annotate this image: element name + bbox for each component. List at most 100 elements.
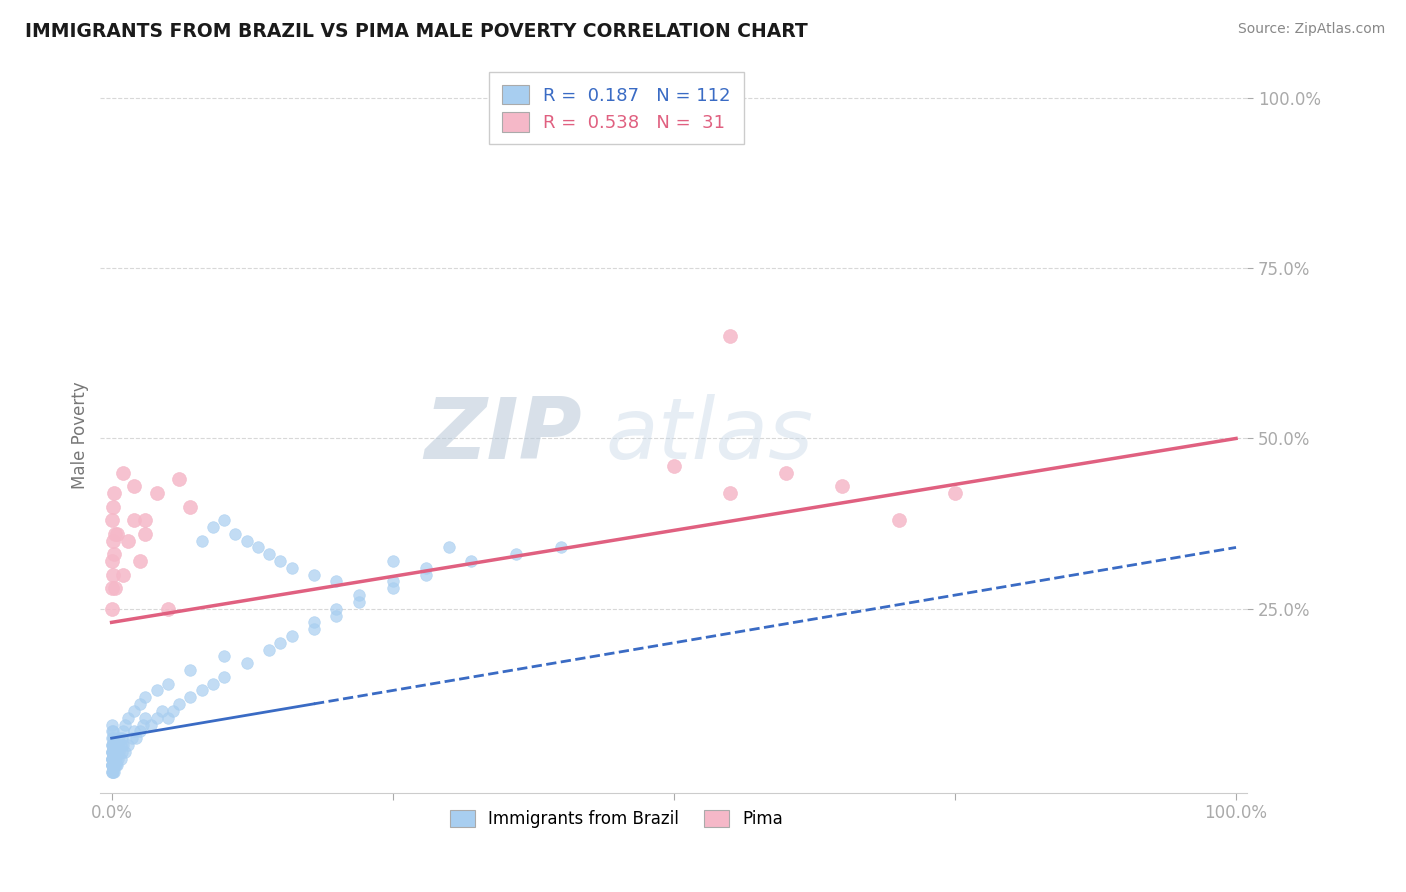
Point [179, 690, 201, 705]
Point [302, 622, 325, 636]
Point [280, 629, 302, 643]
Point [105, 738, 128, 752]
Point [101, 745, 124, 759]
Point [381, 574, 404, 589]
Point [103, 486, 125, 500]
Point [100, 765, 122, 780]
Point [134, 513, 156, 527]
Point [101, 751, 124, 765]
Point [212, 670, 235, 684]
Point [325, 601, 347, 615]
Point [110, 738, 132, 752]
Point [269, 554, 291, 568]
Point [101, 500, 124, 514]
Point [100, 751, 122, 765]
Point [103, 738, 125, 752]
Point [103, 547, 125, 561]
Point [114, 717, 136, 731]
Point [100, 758, 122, 772]
Point [156, 711, 179, 725]
Point [550, 541, 572, 555]
Point [122, 704, 145, 718]
Point [415, 567, 437, 582]
Point [415, 561, 437, 575]
Point [104, 582, 127, 596]
Point [100, 582, 122, 596]
Point [100, 724, 122, 739]
Point [100, 745, 122, 759]
Point [100, 758, 122, 772]
Point [718, 486, 741, 500]
Point [302, 567, 325, 582]
Point [101, 765, 124, 780]
Point [269, 636, 291, 650]
Point [718, 329, 741, 343]
Text: ZIP: ZIP [425, 393, 582, 476]
Point [101, 724, 124, 739]
Point [108, 731, 131, 746]
Point [117, 533, 139, 548]
Point [100, 758, 122, 772]
Point [302, 615, 325, 630]
Point [100, 751, 122, 765]
Point [167, 472, 190, 486]
Point [107, 751, 129, 765]
Point [105, 745, 128, 759]
Point [100, 601, 122, 615]
Point [145, 683, 167, 698]
Text: Source: ZipAtlas.com: Source: ZipAtlas.com [1237, 22, 1385, 37]
Point [101, 758, 124, 772]
Point [212, 513, 235, 527]
Point [201, 520, 224, 534]
Point [775, 466, 797, 480]
Point [100, 751, 122, 765]
Point [125, 731, 148, 746]
Point [347, 595, 370, 609]
Point [437, 541, 460, 555]
Point [103, 751, 125, 765]
Point [943, 486, 966, 500]
Point [111, 738, 134, 752]
Point [105, 758, 128, 772]
Point [347, 588, 370, 602]
Point [179, 663, 201, 677]
Point [134, 690, 156, 705]
Point [460, 554, 482, 568]
Point [100, 745, 122, 759]
Point [107, 738, 129, 752]
Point [103, 758, 125, 772]
Point [224, 526, 246, 541]
Point [156, 601, 179, 615]
Point [122, 479, 145, 493]
Point [100, 738, 122, 752]
Point [111, 466, 134, 480]
Point [145, 711, 167, 725]
Point [101, 731, 124, 746]
Point [190, 533, 212, 548]
Point [156, 676, 179, 690]
Point [100, 717, 122, 731]
Point [128, 697, 150, 711]
Point [100, 745, 122, 759]
Point [212, 649, 235, 664]
Point [104, 751, 127, 765]
Point [111, 731, 134, 746]
Point [100, 751, 122, 765]
Point [105, 751, 128, 765]
Point [108, 745, 131, 759]
Point [111, 745, 134, 759]
Text: IMMIGRANTS FROM BRAZIL VS PIMA MALE POVERTY CORRELATION CHART: IMMIGRANTS FROM BRAZIL VS PIMA MALE POVE… [25, 22, 808, 41]
Point [101, 738, 124, 752]
Point [257, 547, 280, 561]
Point [117, 738, 139, 752]
Point [122, 513, 145, 527]
Legend: Immigrants from Brazil, Pima: Immigrants from Brazil, Pima [443, 803, 790, 834]
Point [162, 704, 184, 718]
Point [101, 758, 124, 772]
Point [103, 745, 125, 759]
Point [100, 765, 122, 780]
Point [105, 526, 128, 541]
Point [114, 745, 136, 759]
Point [139, 717, 162, 731]
Point [257, 642, 280, 657]
